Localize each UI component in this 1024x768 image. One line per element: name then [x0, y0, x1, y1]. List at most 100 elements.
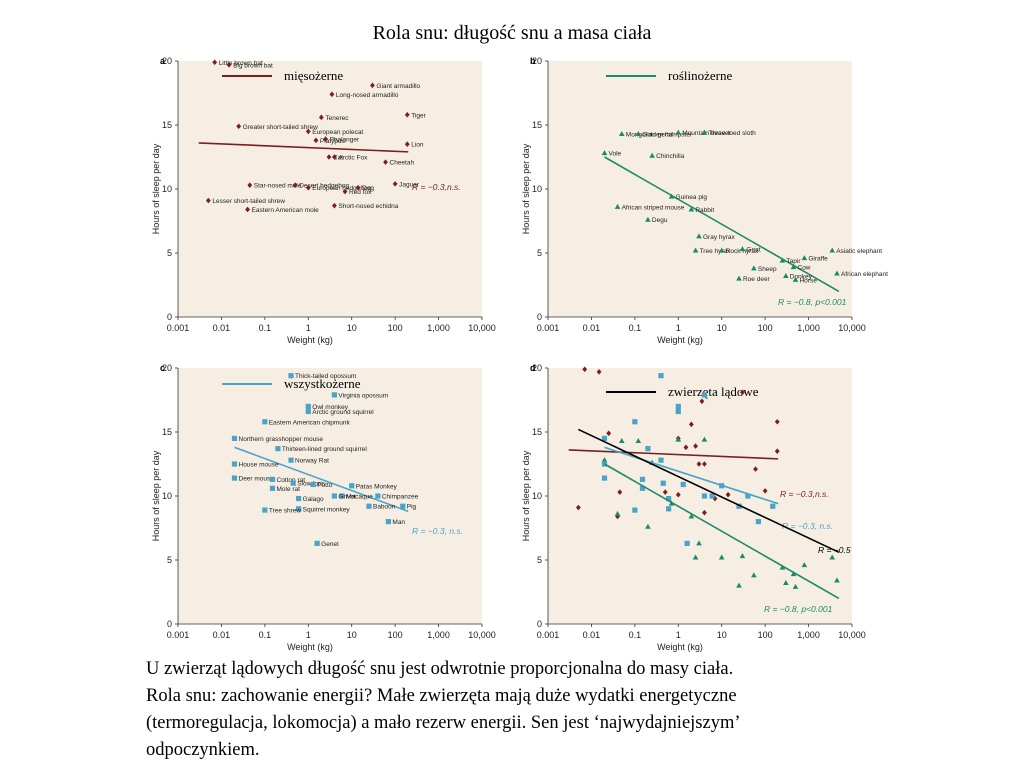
combined-data-point — [736, 503, 742, 509]
data-point — [305, 408, 311, 415]
stat-label: R = −0.3,n.s. — [780, 489, 829, 499]
combined-data-point — [751, 572, 757, 578]
data-point — [326, 154, 332, 160]
legend-label: roślinożerne — [668, 68, 732, 83]
combined-data-point — [702, 509, 707, 516]
combined-data-point — [606, 430, 612, 437]
y-tick-label: 20 — [162, 56, 172, 66]
data-point — [385, 519, 392, 525]
data-point-label: Donkey — [790, 274, 813, 281]
x-tick-label: 10 — [347, 630, 357, 640]
data-point-label: Tree shrew — [269, 508, 302, 515]
x-tick-label: 0.01 — [213, 323, 231, 333]
x-tick-label: 10 — [717, 630, 727, 640]
x-tick-label: 0.001 — [167, 630, 190, 640]
data-point — [688, 206, 695, 212]
combined-data-point — [683, 444, 689, 451]
data-point-label: Lion — [411, 142, 424, 149]
data-point-label: Genet — [321, 541, 339, 548]
data-point — [751, 265, 757, 271]
data-point — [370, 82, 375, 89]
data-point — [331, 392, 338, 398]
data-point — [790, 264, 797, 270]
combined-data-point — [755, 519, 762, 525]
y-tick-label: 20 — [162, 363, 172, 373]
combined-data-point — [696, 461, 702, 467]
x-tick-label: 0.1 — [629, 323, 642, 333]
data-point — [739, 246, 746, 252]
x-tick-label: 1 — [306, 630, 311, 640]
data-point-label: Golden hampster — [642, 131, 693, 138]
chart-panel-b: 0.001 0.01 0.1 1 10 100 1,000 10,000 0 5 10 15 20 Wei… — [521, 56, 888, 345]
chart-panel-c: 0.001 0.01 0.1 1 10 100 1,000 10,000 0 5 10 15 20 Wei… — [151, 363, 496, 652]
combined-data-point — [739, 553, 746, 559]
y-tick-label: 10 — [532, 184, 542, 194]
data-point — [314, 540, 320, 546]
data-point-label: Tiger — [411, 112, 426, 119]
combined-data-point — [702, 461, 707, 467]
combined-data-point — [801, 562, 808, 568]
data-point-label: Gray hyrax — [703, 234, 736, 241]
data-point-label: Short-nosed echidna — [338, 203, 398, 210]
fit-line — [604, 156, 840, 293]
combined-data-point — [601, 457, 608, 463]
data-point-label: Phalanger — [330, 137, 360, 144]
data-point — [718, 247, 725, 253]
combined-data-point — [745, 493, 751, 499]
data-point — [310, 481, 316, 488]
x-tick-label: 0.1 — [259, 630, 272, 640]
x-tick-label: 1 — [306, 323, 311, 333]
combined-data-point — [774, 448, 780, 454]
data-point — [355, 184, 361, 191]
data-point-label: Cotton rat — [277, 477, 306, 484]
x-tick-label: 100 — [758, 630, 773, 640]
y-tick-label: 0 — [167, 312, 172, 322]
combined-data-point — [660, 480, 666, 486]
data-point-label: Cat — [333, 155, 343, 162]
combined-data-point — [632, 507, 638, 513]
data-point — [392, 181, 398, 187]
caption-line-2: Rola snu: zachowanie energii? Małe zwier… — [146, 686, 737, 706]
data-point — [801, 255, 808, 261]
data-point-label: Jaguar — [399, 181, 420, 188]
data-point-label: Giant armadillo — [376, 83, 420, 90]
legend-label: zwierzęta lądowe — [668, 384, 759, 399]
data-point — [792, 276, 799, 282]
panel-letter: d — [530, 363, 536, 373]
combined-data-point — [675, 408, 681, 415]
data-point — [834, 270, 840, 276]
y-axis-label: Hours of sleep per day — [521, 143, 531, 234]
data-point — [383, 159, 388, 165]
data-point-label: Chinchilla — [656, 153, 685, 160]
x-tick-label: 100 — [758, 323, 773, 333]
stat-label: R = −0.3, n.s. — [782, 521, 833, 531]
data-point — [696, 233, 702, 239]
data-point — [245, 206, 250, 213]
data-point-label: Desert hedgehog — [299, 183, 349, 190]
combined-data-point — [779, 564, 786, 570]
data-point-label: Big brown bat — [233, 62, 273, 69]
y-tick-label: 10 — [532, 491, 542, 501]
chart-panel-d: 0.001 0.01 0.1 1 10 100 1,000 10,000 0 5 10 15 20 Wei… — [521, 363, 866, 652]
y-tick-label: 15 — [532, 427, 542, 437]
data-point-label: Squirrel monkey — [303, 506, 351, 513]
x-tick-label: 0.001 — [537, 630, 560, 640]
combined-data-point — [575, 504, 581, 511]
data-point — [332, 202, 337, 209]
x-tick-label: 1,000 — [797, 323, 820, 333]
x-axis-label: Weight (kg) — [657, 642, 703, 652]
combined-data-point — [632, 419, 638, 425]
combined-data-point — [770, 503, 776, 509]
caption-line-3: (termoregulacja, lokomocja) a mało rezer… — [146, 713, 741, 733]
combined-data-point — [762, 488, 768, 494]
data-point-label: Goat — [746, 247, 760, 254]
data-point-label: Arctic Fox — [338, 155, 368, 162]
combined-data-point — [783, 580, 789, 586]
combined-data-point — [601, 435, 608, 441]
combined-data-point — [618, 437, 625, 443]
data-point — [296, 506, 302, 512]
data-point — [342, 188, 348, 195]
data-point — [400, 503, 406, 509]
y-tick-label: 5 — [537, 555, 542, 565]
